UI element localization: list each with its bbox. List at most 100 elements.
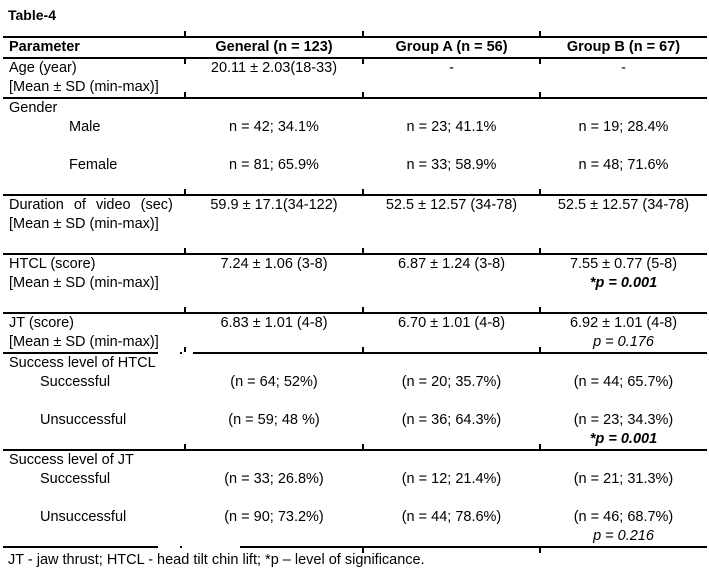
- column-border-tick: [362, 92, 364, 97]
- success-jt-rows: Success level of JT Successful (n = 33; 26…: [3, 444, 707, 546]
- table-row: *p = 0.001: [3, 430, 707, 449]
- table-cell: [185, 137, 363, 156]
- column-border-tick: [184, 59, 186, 64]
- table-cell: [185, 274, 363, 293]
- table-cell: [363, 392, 540, 411]
- table-cell: [540, 489, 707, 508]
- table-cell: Unsuccessful: [40, 509, 127, 525]
- border-segment: [3, 546, 158, 548]
- column-border-tick: [184, 248, 186, 253]
- table-row: JT (score) 6.83 ± 1.01 (4-8) 6.70 ± 1.01 (…: [3, 314, 707, 333]
- table-cell: [540, 392, 707, 411]
- table-cell: [185, 333, 363, 352]
- column-header-general: General (n = 123): [215, 39, 333, 55]
- table-cell: (n = 23; 34.3%): [573, 412, 674, 428]
- table-cell: (n = 44; 65.7%): [573, 374, 674, 390]
- table-cell: [185, 354, 363, 373]
- table-cell: JT (score): [9, 315, 74, 331]
- table-cell: 59.9 ± 17.1(34-122): [210, 197, 338, 213]
- table-cell: [363, 527, 540, 546]
- table-cell: 6.70 ± 1.01 (4-8): [397, 315, 506, 331]
- table-cell: HTCL (score): [9, 256, 96, 272]
- table-cell: n = 48; 71.6%: [578, 157, 669, 173]
- table-cell: Age (year): [9, 60, 77, 76]
- column-border-tick: [362, 307, 364, 312]
- table-row: Successful (n = 64; 52%) (n = 20; 35.7%) (n…: [3, 373, 707, 392]
- table-cell: 6.92 ± 1.01 (4-8): [569, 315, 678, 331]
- table-cell: [363, 430, 540, 449]
- table-cell: Gender: [9, 100, 58, 116]
- column-border-tick: [539, 548, 541, 553]
- table-cell: (n = 90; 73.2%): [224, 509, 324, 525]
- column-border-tick: [362, 444, 364, 449]
- table-cell: n = 42; 34.1%: [229, 119, 319, 135]
- table-cell: [3, 293, 185, 312]
- table-row: Age (year) 20.11 ± 2.03(18-33) - -: [3, 59, 707, 78]
- gender-rows: Gender Male n = 42; 34.1% n = 23; 41.1% n = …: [3, 92, 707, 194]
- table-cell: [3, 392, 185, 411]
- table-header-row: Parameter General (n = 123) Group A (n =…: [3, 31, 707, 64]
- table-cell: *p = 0.001: [589, 431, 658, 447]
- table-row: [Mean ± SD (min-max)]: [3, 215, 707, 234]
- table-cell: Successful: [40, 374, 111, 390]
- table-cell: Successful: [40, 471, 111, 487]
- table-cell: (n = 44; 78.6%): [401, 509, 502, 525]
- table-row: Female n = 81; 65.9% n = 33; 58.9% n = 48; …: [3, 156, 707, 175]
- table-cell: (n = 33; 26.8%): [224, 471, 324, 487]
- table-cell: (n = 46; 68.7%): [573, 509, 674, 525]
- table-cell: [540, 175, 707, 194]
- table-row: [3, 175, 707, 194]
- table-title: Table-4: [8, 7, 56, 23]
- table-cell: [540, 215, 707, 234]
- table-cell: [Mean ± SD (min-max)]: [9, 334, 159, 350]
- table-cell: (n = 36; 64.3%): [401, 412, 502, 428]
- column-border-tick: [539, 92, 541, 97]
- table-cell: [185, 392, 363, 411]
- table-cell: -: [621, 60, 626, 76]
- column-border-tick: [539, 248, 541, 253]
- column-border-tick: [362, 248, 364, 253]
- table-cell: -: [449, 60, 454, 76]
- jt-row: JT (score) 6.83 ± 1.01 (4-8) 6.70 ± 1.01 (…: [3, 307, 707, 352]
- table-cell: [185, 430, 363, 449]
- table-row: Success level of JT: [3, 451, 707, 470]
- table-cell: [363, 293, 540, 312]
- table-footnote: JT - jaw thrust; HTCL - head tilt chin l…: [8, 552, 425, 568]
- table-cell: n = 19; 28.4%: [578, 119, 669, 135]
- table-cell: [363, 234, 540, 253]
- table-cell: [3, 137, 185, 156]
- border-dot: [180, 546, 182, 548]
- document-page: Table-4 Parameter General (n = 123) Grou…: [0, 6, 709, 570]
- table-cell: [363, 451, 540, 470]
- success-htcl-rows: Success level of HTCL Successful (n = 64; …: [3, 347, 707, 449]
- table-cell: [363, 489, 540, 508]
- table-cell: [540, 234, 707, 253]
- table-cell: *p = 0.001: [589, 275, 658, 291]
- column-border-tick: [539, 347, 541, 352]
- table-cell: p = 0.176: [593, 334, 654, 350]
- table-cell: [540, 451, 707, 470]
- column-border-tick: [184, 347, 186, 352]
- column-border-tick: [184, 307, 186, 312]
- table-cell: [363, 175, 540, 194]
- border-segment: [240, 546, 707, 548]
- table-cell: [185, 175, 363, 194]
- table-cell: [540, 78, 707, 97]
- column-border-tick: [184, 31, 186, 36]
- column-border-tick: [362, 548, 364, 553]
- table-cell: Success level of JT: [9, 452, 134, 468]
- table-cell: [185, 293, 363, 312]
- table-cell: [363, 215, 540, 234]
- column-border-tick: [362, 31, 364, 36]
- table-cell: [3, 175, 185, 194]
- table-cell: Duration of video (sec): [9, 197, 173, 213]
- table-row: [3, 293, 707, 312]
- table-cell: n = 81; 65.9%: [229, 157, 319, 173]
- table-row: [3, 392, 707, 411]
- table-cell: (n = 64; 52%): [230, 374, 318, 390]
- table-cell: [540, 137, 707, 156]
- table-row: HTCL (score) 7.24 ± 1.06 (3-8) 6.87 ± 1.24…: [3, 255, 707, 274]
- table-cell: [3, 489, 185, 508]
- column-border-tick: [539, 31, 541, 36]
- table-cell: [185, 78, 363, 97]
